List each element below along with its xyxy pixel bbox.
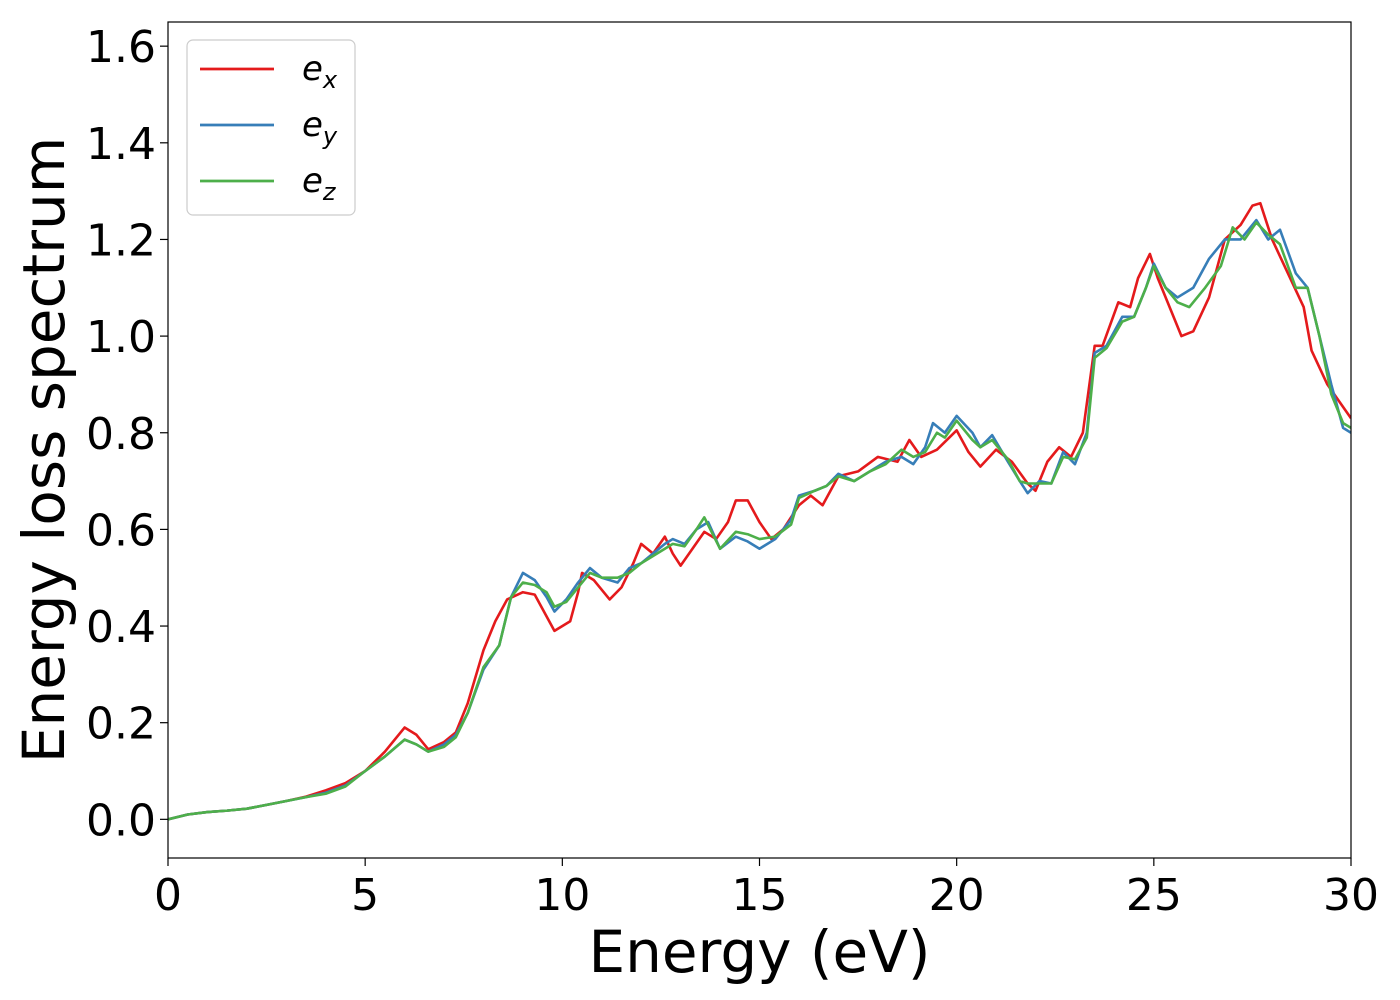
y-tick-label: 0.8 (86, 409, 156, 460)
x-tick-label: 25 (1126, 870, 1182, 921)
y-tick-label: 1.2 (86, 215, 156, 266)
plot-area (168, 201, 1351, 821)
y-tick-label: 0.6 (86, 505, 156, 556)
series-line-x (168, 201, 1351, 821)
legend-label-z: ez (302, 161, 337, 206)
x-tick-label: 0 (154, 870, 182, 921)
y-tick-label: 0.4 (86, 602, 156, 653)
y-tick-label: 1.6 (86, 22, 156, 73)
x-tick-label: 10 (534, 870, 590, 921)
legend: ex ey ez (186, 39, 356, 216)
x-axis-label: Energy (eV) (588, 918, 930, 986)
y-tick-label: 1.4 (86, 119, 156, 170)
x-tick-label: 30 (1323, 870, 1379, 921)
axes: 0 5 10 15 20 25 30 0.0 0.2 0.4 0.6 0.8 1.0 1.2 1.4 1.6 (86, 21, 1379, 921)
legend-box (186, 39, 356, 216)
legend-label-y: ey (302, 105, 338, 150)
y-tick-label: 0.0 (86, 795, 156, 846)
series-line-z (168, 221, 1351, 821)
y-axis-label: Energy loss spectrum (10, 137, 78, 763)
x-tick-label: 5 (351, 870, 379, 921)
x-tick-label: 20 (929, 870, 985, 921)
legend-label-x: ex (302, 49, 338, 94)
x-tick-label: 15 (732, 870, 788, 921)
y-tick-label: 0.2 (86, 699, 156, 750)
y-tick-label: 1.0 (86, 312, 156, 363)
